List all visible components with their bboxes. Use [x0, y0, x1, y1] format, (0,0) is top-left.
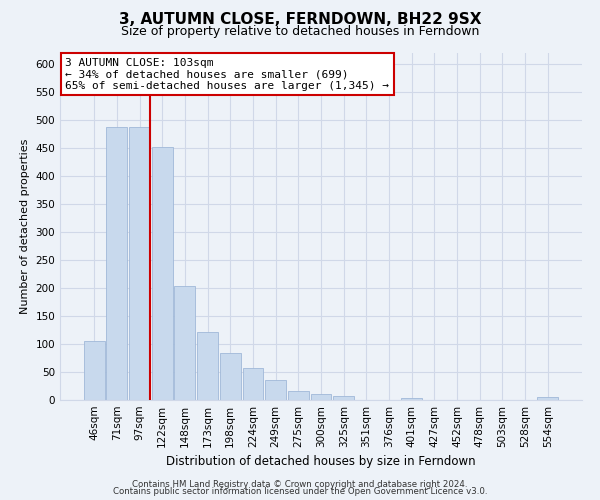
Bar: [106, 127, 127, 400]
Bar: [311, 394, 331, 400]
Bar: [538, 397, 558, 400]
Bar: [265, 380, 286, 400]
Bar: [220, 354, 241, 400]
Text: Size of property relative to detached houses in Ferndown: Size of property relative to detached ho…: [121, 25, 479, 38]
Bar: [84, 341, 104, 400]
X-axis label: Distribution of detached houses by size in Ferndown: Distribution of detached houses by size …: [166, 456, 476, 468]
Bar: [242, 368, 263, 400]
Bar: [333, 396, 354, 400]
Text: 3, AUTUMN CLOSE, FERNDOWN, BH22 9SX: 3, AUTUMN CLOSE, FERNDOWN, BH22 9SX: [119, 12, 481, 28]
Bar: [288, 391, 309, 400]
Bar: [152, 146, 173, 400]
Text: 3 AUTUMN CLOSE: 103sqm
← 34% of detached houses are smaller (699)
65% of semi-de: 3 AUTUMN CLOSE: 103sqm ← 34% of detached…: [65, 58, 389, 91]
Bar: [129, 127, 150, 400]
Bar: [197, 332, 218, 400]
Text: Contains public sector information licensed under the Open Government Licence v3: Contains public sector information licen…: [113, 488, 487, 496]
Y-axis label: Number of detached properties: Number of detached properties: [20, 138, 30, 314]
Bar: [175, 286, 196, 400]
Text: Contains HM Land Registry data © Crown copyright and database right 2024.: Contains HM Land Registry data © Crown c…: [132, 480, 468, 489]
Bar: [401, 398, 422, 400]
